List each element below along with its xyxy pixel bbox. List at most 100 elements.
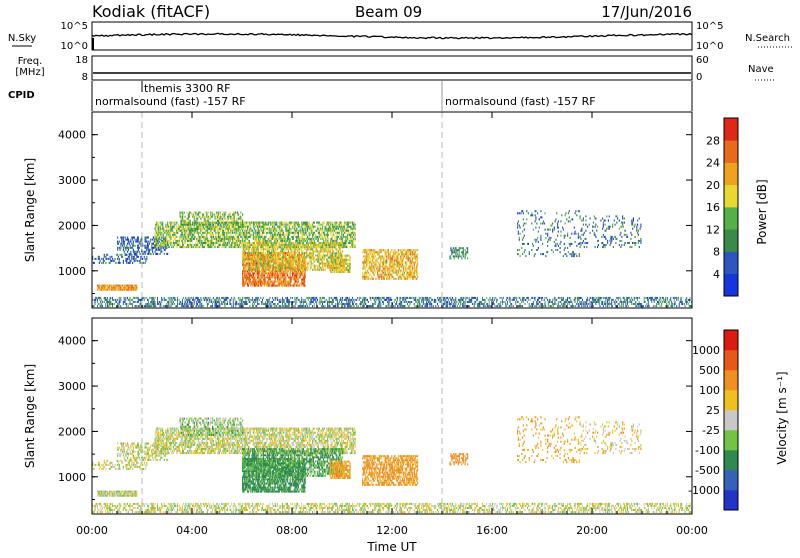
scatter-cell [170, 244, 171, 246]
scatter-cell [297, 283, 298, 285]
scatter-cell [272, 277, 273, 279]
scatter-cell [225, 246, 226, 248]
scatter-cell [235, 220, 236, 222]
scatter-cell [182, 234, 183, 236]
scatter-cell [187, 226, 188, 228]
scatter-cell [314, 232, 315, 234]
scatter-cell [268, 224, 269, 226]
n-search-label: N.Search [745, 33, 790, 44]
scatter-cell [310, 234, 311, 236]
scatter-cell [139, 251, 140, 253]
scatter-cell [334, 230, 335, 232]
scatter-cell [388, 274, 389, 276]
scatter-cell [265, 226, 266, 228]
scatter-cell [129, 243, 130, 245]
scatter-cell [312, 230, 313, 232]
scatter-cell [320, 236, 321, 238]
scatter-cell [364, 266, 365, 268]
scatter-cell [336, 250, 337, 252]
scatter-cell [355, 234, 356, 236]
scatter-cell [256, 238, 257, 240]
scatter-cell [315, 267, 316, 269]
scatter-cell [210, 212, 211, 214]
scatter-cell [321, 255, 322, 257]
scatter-cell [317, 244, 318, 246]
scatter-cell [310, 269, 311, 271]
scatter-cell [249, 248, 250, 250]
scatter-cell [161, 242, 162, 244]
scatter-cell [297, 261, 298, 263]
scatter-cell [256, 230, 257, 232]
scatter-cell [374, 257, 375, 259]
scatter-cell [194, 238, 195, 240]
scatter-cell [281, 228, 282, 230]
scatter-cell [275, 232, 276, 234]
scatter-cell [109, 289, 110, 291]
scatter-cell [219, 226, 220, 228]
scatter-cell [270, 242, 271, 244]
scatter-cell [235, 226, 236, 228]
scatter-cell [191, 246, 192, 248]
scatter-cell [365, 251, 366, 253]
scatter-cell [176, 236, 177, 238]
scatter-cell [337, 226, 338, 228]
scatter-cell [206, 212, 207, 214]
scatter-cell [150, 241, 151, 243]
scatter-cell [315, 236, 316, 238]
scatter-cell [313, 242, 314, 244]
scatter-cell [300, 230, 301, 232]
scatter-cell [148, 247, 149, 249]
scatter-cell [257, 226, 258, 228]
scatter-cell [335, 244, 336, 246]
scatter-cell [121, 241, 122, 243]
scatter-cell [384, 266, 385, 268]
scatter-cell [246, 269, 247, 271]
scatter-cell [230, 232, 231, 234]
scatter-cell [342, 238, 343, 240]
scatter-cell [292, 226, 293, 228]
scatter-cell [362, 272, 363, 274]
scatter-cell [265, 279, 266, 281]
scatter-cell [323, 267, 324, 269]
scatter-cell [328, 248, 329, 250]
scatter-cell [270, 283, 271, 285]
scatter-cell [296, 238, 297, 240]
scatter-cell [349, 242, 350, 244]
scatter-cell [330, 265, 331, 267]
scatter-cell [142, 258, 143, 260]
scatter-cell [249, 232, 250, 234]
scatter-cell [138, 239, 139, 241]
scatter-cell [258, 228, 259, 230]
scatter-cell [126, 254, 127, 256]
scatter-cell [322, 226, 323, 228]
scatter-cell [220, 224, 221, 226]
scatter-cell [325, 238, 326, 240]
scatter-cell [214, 238, 215, 240]
scatter-cell [289, 234, 290, 236]
scatter-cell [137, 260, 138, 262]
scatter-cell [211, 226, 212, 228]
scatter-cell [264, 285, 265, 287]
scatter-cell [164, 238, 165, 240]
scatter-cell [231, 246, 232, 248]
scatter-cell [376, 260, 377, 262]
scatter-cell [336, 248, 337, 250]
scatter-cell [215, 216, 216, 218]
scatter-cell [334, 263, 335, 265]
scatter-cell [241, 234, 242, 236]
scatter-cell [247, 263, 248, 265]
scatter-cell [103, 262, 104, 264]
scatter-cell [380, 264, 381, 266]
scatter-cell [183, 226, 184, 228]
scatter-cell [231, 244, 232, 246]
scatter-cell [280, 242, 281, 244]
scatter-cell [332, 236, 333, 238]
scatter-cell [250, 228, 251, 230]
scatter-cell [335, 238, 336, 240]
scatter-cell [149, 251, 150, 253]
scatter-cell [222, 214, 223, 216]
scatter-cell [166, 234, 167, 236]
scatter-cell [255, 244, 256, 246]
scatter-cell [279, 261, 280, 263]
n-sky-label: N.Sky [8, 33, 36, 44]
